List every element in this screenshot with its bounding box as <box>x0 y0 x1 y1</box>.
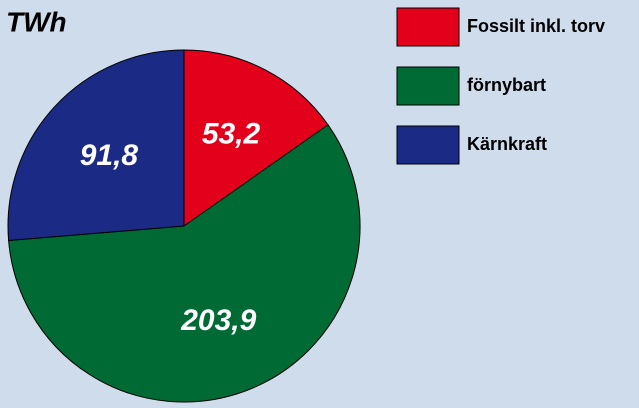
value-label: 91,8 <box>80 139 139 172</box>
value-label: 203,9 <box>180 304 256 337</box>
pie-slice <box>183 49 329 227</box>
pie-slice <box>7 49 185 242</box>
legend-label: Kärnkraft <box>467 134 547 154</box>
legend-label: Fossilt inkl. torv <box>467 16 605 36</box>
legend-swatch <box>396 66 460 106</box>
legend-label: förnybart <box>467 75 546 95</box>
value-label: 53,2 <box>202 117 261 150</box>
chart-title: TWh <box>6 6 67 37</box>
legend-swatch <box>396 7 460 47</box>
legend-swatch <box>396 125 460 165</box>
pie-slice <box>8 124 361 403</box>
